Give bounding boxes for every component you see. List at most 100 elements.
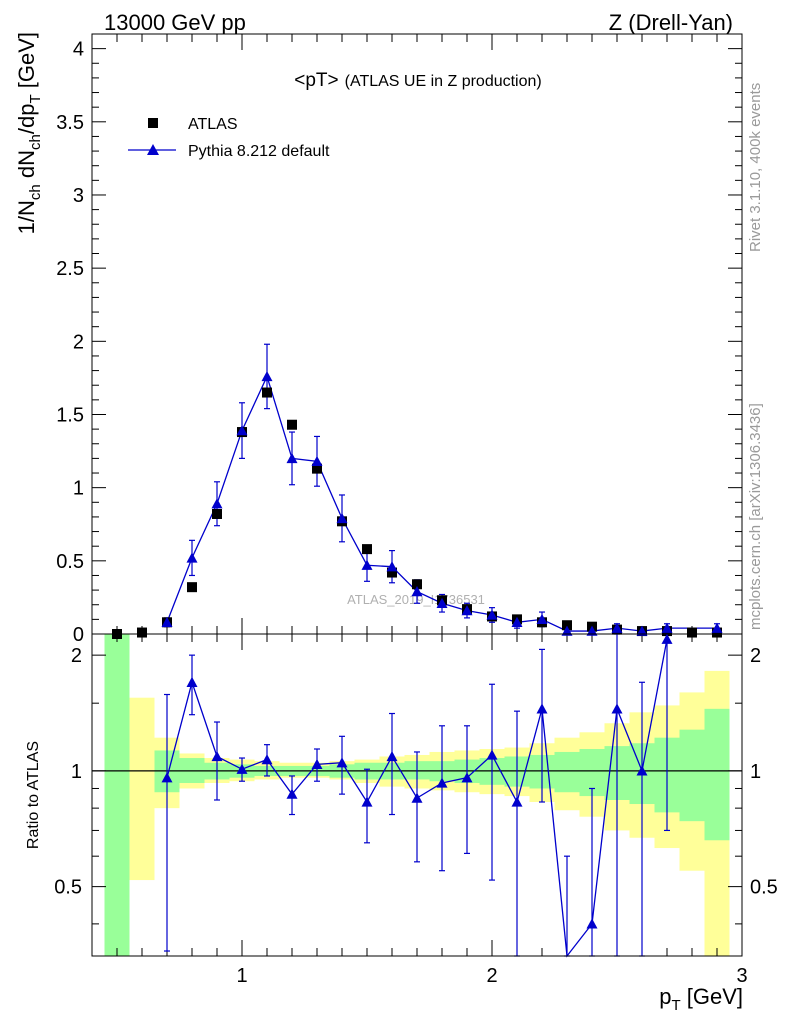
ratio-y-tick-label-right: 2 <box>750 645 761 667</box>
band-stat-bin <box>679 729 705 822</box>
band-stat-bin <box>554 751 580 793</box>
mc-point <box>361 559 373 570</box>
ratio-point <box>386 750 398 762</box>
ratio-point <box>336 757 348 768</box>
atlas-data-point <box>387 567 397 578</box>
legend: ATLAS Pythia 8.212 default <box>128 116 330 160</box>
ratio-y-tick-label: 1 <box>71 761 82 783</box>
ratio-point <box>586 918 598 929</box>
y-label-part-g: [GeV] <box>14 32 39 94</box>
ratio-point <box>436 777 448 788</box>
y-label-part-b: ch <box>27 184 44 200</box>
ratio-y-tick-label: 2 <box>71 645 82 667</box>
x-tick-label: 2 <box>486 965 497 987</box>
main-axis-ticks: 0 0.5 1 1.5 2 2.5 3 3.5 4 <box>56 33 743 646</box>
atlas-data-point <box>287 419 297 430</box>
atlas-data-point <box>262 387 272 398</box>
mc-point <box>211 498 223 509</box>
legend-atlas-label: ATLAS <box>188 116 238 133</box>
main-y-tick-label: 3 <box>73 185 84 207</box>
ratio-point <box>661 633 673 644</box>
x-tick-label: 3 <box>736 965 747 987</box>
x-tick-label: 1 <box>236 965 247 987</box>
mcplots-label: mcplots.cern.ch [arXiv:1306.3436] <box>747 403 764 630</box>
mc-point <box>161 616 173 627</box>
mc-point <box>486 609 498 620</box>
ratio-point <box>261 754 273 765</box>
ratio-point <box>361 796 373 807</box>
atlas-data-point <box>412 579 422 590</box>
mc-point <box>286 452 298 464</box>
mc-point <box>186 552 198 563</box>
ratio-point <box>411 792 423 803</box>
ratio-point <box>161 772 173 783</box>
x-label-sub: T <box>671 997 680 1014</box>
mc-point <box>386 561 398 572</box>
mc-point <box>436 597 448 608</box>
atlas-data-point <box>187 582 197 593</box>
ratio-point <box>286 788 298 799</box>
ratio-point <box>511 796 523 807</box>
mc-point <box>461 605 473 616</box>
y-label-part-f: T <box>27 94 44 103</box>
main-y-tick-label: 1.5 <box>56 404 84 426</box>
mc-point <box>561 625 573 636</box>
ratio-point <box>186 676 198 687</box>
mc-point <box>511 616 523 627</box>
ratio-y-tick-label-right: 0.5 <box>750 877 778 899</box>
ratio-point <box>211 750 223 762</box>
ratio-point <box>636 765 648 776</box>
energy-label: 13000 GeV pp <box>104 10 246 35</box>
atlas-data-point <box>562 620 572 631</box>
atlas-data-point <box>137 627 147 638</box>
analysis-watermark: ATLAS_2019_I1736531 <box>347 592 485 607</box>
x-label-main: p <box>659 984 671 1009</box>
main-series-layer <box>112 343 723 639</box>
legend-mc-marker <box>147 144 159 155</box>
mc-point <box>411 586 423 597</box>
ratio-y-tick-label-right: 1 <box>750 761 761 783</box>
x-axis-label: pT [GeV] <box>659 984 743 1014</box>
main-y-tick-label: 0.5 <box>56 551 84 573</box>
ratio-point <box>486 749 498 760</box>
legend-mc-label: Pythia 8.212 default <box>188 143 330 160</box>
mc-point <box>636 625 648 636</box>
legend-atlas-marker <box>148 118 158 128</box>
ratio-point <box>311 758 323 770</box>
mc-point <box>236 425 248 436</box>
ratio-y-tick-label: 0.5 <box>54 877 82 899</box>
ratio-point <box>236 763 248 774</box>
band-total-bin <box>129 697 155 881</box>
main-y-tick-label: 2.5 <box>56 258 84 280</box>
rivet-label: Rivet 3.1.10, 400k events <box>747 83 764 252</box>
main-title-text: <pT> <box>294 70 338 91</box>
mc-point <box>261 370 273 382</box>
atlas-data-point <box>362 544 372 555</box>
ratio-point <box>536 703 548 714</box>
main-y-tick-label: 2 <box>73 331 84 353</box>
mc-point <box>336 512 348 524</box>
atlas-data-point <box>212 509 222 519</box>
main-y-tick-label: 4 <box>73 39 84 61</box>
main-y-tick-label: 3.5 <box>56 112 84 134</box>
mc-point <box>536 613 548 625</box>
x-label-unit: [GeV] <box>681 984 743 1009</box>
main-subtitle-text: (ATLAS UE in Z production) <box>345 73 542 90</box>
ratio-point <box>461 772 473 783</box>
mc-line <box>166 374 717 632</box>
ratio-point <box>611 703 623 714</box>
y-label-part-d: ch <box>27 134 44 150</box>
mc-point <box>611 622 623 633</box>
y-label-part-a: 1/N <box>14 200 39 234</box>
y-label-part-c: dN <box>14 150 39 184</box>
atlas-data-point <box>687 627 697 638</box>
main-y-tick-label: 1 <box>73 478 84 500</box>
atlas-data-point <box>312 463 322 474</box>
ratio-frame <box>91 633 743 957</box>
y-label-part-e: /dp <box>14 104 39 135</box>
ratio-series-layer <box>161 633 673 958</box>
main-y-label: 1/Nch dNch/dpT [GeV] <box>14 32 44 234</box>
band-stat-bin <box>704 708 730 841</box>
mc-point <box>661 622 673 633</box>
